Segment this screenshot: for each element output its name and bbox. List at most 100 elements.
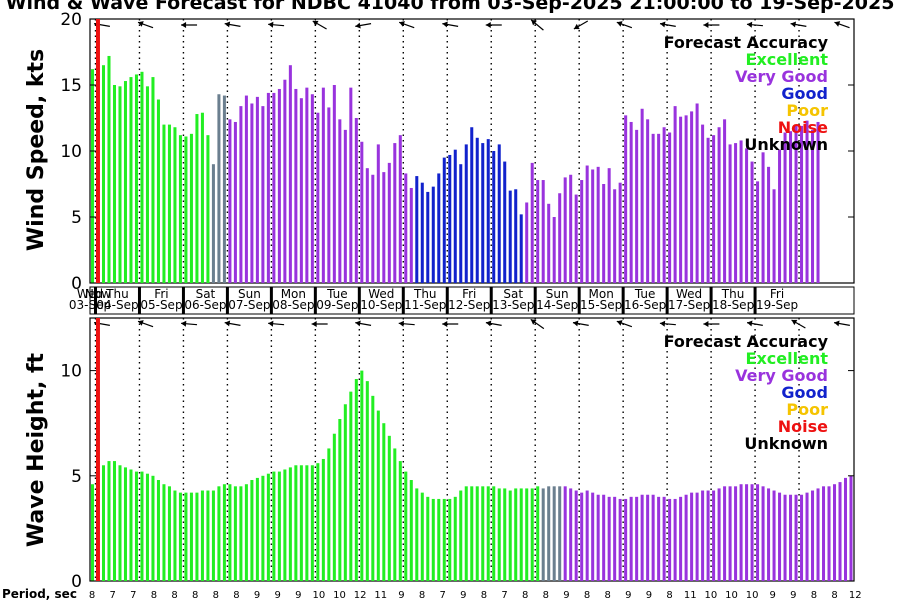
day-label-date: 16-Sep xyxy=(624,298,666,312)
wind-bar xyxy=(244,95,248,283)
wind-bar xyxy=(228,119,232,283)
wave-bar xyxy=(569,488,573,581)
wind-direction-arrow xyxy=(790,21,807,28)
period-value: 8 xyxy=(831,590,837,600)
wave-bar xyxy=(393,448,397,581)
wave-arrow-head xyxy=(442,321,448,327)
day-label-date: 18-Sep xyxy=(712,298,754,312)
wave-bar xyxy=(266,473,270,581)
period-value: 9 xyxy=(646,590,652,600)
wave-bar xyxy=(767,488,771,581)
wave-bar xyxy=(624,498,628,581)
wind-bar xyxy=(431,186,435,283)
wave-bar xyxy=(101,465,106,581)
period-value: 9 xyxy=(398,590,404,600)
wind-bar xyxy=(481,143,485,283)
wind-direction-arrow xyxy=(485,22,502,28)
wind-bar xyxy=(464,144,468,283)
wind-bar xyxy=(690,111,694,284)
period-value: 9 xyxy=(770,590,776,600)
wind-direction-arrow xyxy=(834,21,850,29)
wind-bar xyxy=(145,86,149,283)
wind-bar xyxy=(360,141,364,283)
period-value: 8 xyxy=(419,590,425,600)
wind-bar xyxy=(437,173,441,283)
wind-direction-arrow xyxy=(746,21,763,28)
wave-arrow-head xyxy=(834,320,840,327)
wave-bar xyxy=(338,418,342,581)
day-label-date: 14-Sep xyxy=(536,298,578,312)
wave-bar xyxy=(657,496,661,581)
wave-bar xyxy=(723,486,727,581)
wave-bar xyxy=(585,490,589,581)
wind-bar xyxy=(107,55,111,284)
wind-ytick-label: 10 xyxy=(60,142,82,162)
day-label-dow: Thu xyxy=(721,287,745,301)
wind-bar xyxy=(101,65,106,283)
period-value: 8 xyxy=(481,590,487,600)
wave-bar xyxy=(316,463,320,581)
wave-bar xyxy=(272,471,276,581)
wave-bar xyxy=(437,498,441,581)
wave-bar xyxy=(481,486,485,581)
wind-arrow-head xyxy=(531,19,537,26)
wave-bar xyxy=(448,498,452,581)
wind-ytick-label: 20 xyxy=(60,10,82,30)
wind-bar xyxy=(239,106,243,284)
wave-arrow-head xyxy=(138,320,144,326)
wind-bar xyxy=(602,184,606,283)
wave-bar xyxy=(811,490,815,581)
wave-legend-item: Unknown xyxy=(744,434,828,453)
wave-bar xyxy=(387,435,391,581)
now-marker: Now xyxy=(85,19,111,581)
wave-bar xyxy=(822,486,826,581)
wind-panel: Wind Speed, kts 0 5 10 15 20 Forecast Accura… xyxy=(24,10,855,294)
wind-bar xyxy=(134,74,138,283)
wave-bar xyxy=(112,461,116,581)
wave-ytick-label: 0 xyxy=(71,572,82,592)
wind-bar xyxy=(409,187,413,283)
wind-arrow-head xyxy=(224,21,231,28)
wind-direction-arrow xyxy=(573,20,589,30)
wind-arrow-head xyxy=(703,22,709,28)
wind-bar xyxy=(376,144,380,283)
wave-legend-title: Forecast Accuracy xyxy=(664,332,829,351)
wind-bar xyxy=(789,131,793,283)
wind-legend-item: Very Good xyxy=(735,67,828,86)
wind-bar xyxy=(651,133,655,283)
wind-direction-arrow xyxy=(659,21,676,28)
wind-bar xyxy=(778,149,782,283)
wave-direction-arrow xyxy=(616,320,633,328)
wave-bar xyxy=(211,490,215,581)
wind-bar xyxy=(195,114,199,283)
wind-arrow-head xyxy=(485,22,491,28)
wave-bar xyxy=(668,498,672,581)
period-value: 8 xyxy=(605,590,611,600)
wind-y-axis-label: Wind Speed, kts xyxy=(24,49,49,251)
wind-bar xyxy=(569,174,573,283)
wind-direction-arrow xyxy=(530,19,544,31)
wave-bar xyxy=(431,498,435,581)
wave-bar xyxy=(497,488,501,581)
wind-bar xyxy=(662,127,666,284)
wind-bar xyxy=(580,180,584,283)
wind-legend-title: Forecast Accuracy xyxy=(664,33,829,52)
day-label-date: 06-Sep xyxy=(184,298,226,312)
wave-bar xyxy=(173,490,177,581)
wave-bar xyxy=(618,498,622,581)
wind-direction-arrow xyxy=(224,21,241,28)
wave-bar xyxy=(530,488,534,581)
wind-bar xyxy=(167,124,171,283)
day-label-dow: Tue xyxy=(326,287,348,301)
wave-bar xyxy=(305,465,309,581)
wave-arrow-head xyxy=(311,321,317,327)
wave-bar xyxy=(123,467,127,581)
wind-bar xyxy=(90,69,95,283)
wave-ytick-label: 5 xyxy=(71,467,82,487)
wave-bar xyxy=(635,496,639,581)
wind-bar xyxy=(365,168,369,283)
wind-legend-item: Poor xyxy=(786,101,828,120)
period-value: 9 xyxy=(274,590,280,600)
period-label: Period, sec xyxy=(2,587,77,600)
wave-bar xyxy=(646,494,650,581)
